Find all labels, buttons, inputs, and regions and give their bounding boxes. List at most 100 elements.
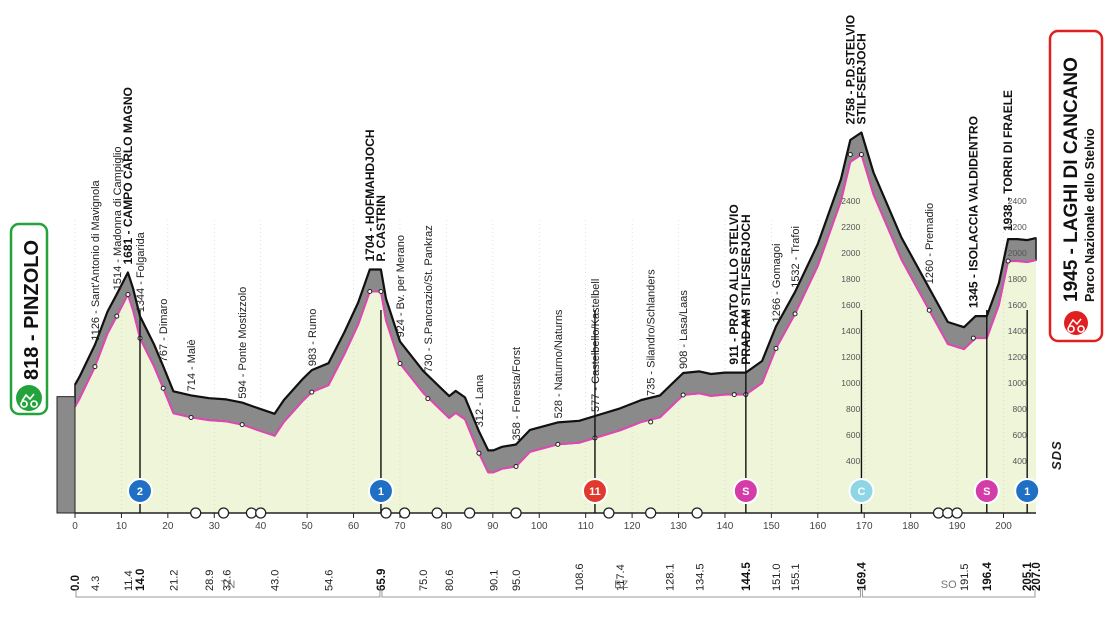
km-label: 151.0 <box>771 563 783 591</box>
km-label: 207.0 <box>1031 562 1043 591</box>
waypoint-dot <box>731 392 737 398</box>
tunnel-icon <box>398 507 411 519</box>
axis-tick-label: 30 <box>209 521 221 532</box>
waypoint-dot <box>792 311 798 317</box>
brand-logo: SDS <box>1049 440 1064 470</box>
altitude-tick: 2400 <box>841 196 860 206</box>
waypoint-dot <box>309 389 315 395</box>
altitude-tick: 2400 <box>1008 196 1027 206</box>
waypoint-label: 1532 - Trafoi <box>790 226 802 288</box>
altitude-tick: 1000 <box>841 378 860 388</box>
marker-badge <box>1014 478 1041 504</box>
axis-tick-label: 130 <box>670 521 687 532</box>
altitude-tick: 800 <box>846 404 860 414</box>
waypoint-dot <box>125 291 131 297</box>
altitude-tick: 2000 <box>841 248 860 258</box>
tunnel-icon <box>431 507 443 519</box>
waypoint-dot <box>773 345 779 351</box>
altitude-tick: 1800 <box>1008 274 1027 284</box>
waypoint-label: 983 - Rumo <box>307 309 319 366</box>
altitude-tick: 1400 <box>841 326 860 336</box>
waypoint-label: PRAD AM STILFSERJOCH <box>739 214 753 364</box>
km-label: 134.5 <box>694 563 706 591</box>
waypoint-dot <box>160 385 166 391</box>
altitude-tick: 600 <box>1013 430 1027 440</box>
axis-tick-label: 20 <box>162 521 174 532</box>
tunnel-icon <box>932 507 945 519</box>
waypoint-label: 1938 - TORRI DI FRAELE <box>1001 90 1015 231</box>
tunnel-icon <box>510 507 522 519</box>
waypoint-label: 1681 - CAMPO CARLO MAGNO <box>121 87 135 264</box>
altitude-tick: 1000 <box>1008 378 1027 388</box>
km-label: 205.1 <box>1022 562 1034 591</box>
waypoint-dot <box>188 414 194 420</box>
marker-label: S <box>742 486 749 498</box>
marker-badge <box>581 478 608 504</box>
waypoint-dot <box>92 364 98 370</box>
marker-label: 1 <box>1024 486 1030 498</box>
waypoint-dot <box>114 313 120 319</box>
start-title: 818 - PINZOLO <box>21 240 43 380</box>
profile-ridge <box>74 131 1037 452</box>
waypoint-label: 911 - PRATO ALLO STELVIO <box>727 204 741 364</box>
axis-tick-label: 160 <box>809 521 826 532</box>
axis-tick-label: 180 <box>902 521 919 532</box>
axis-tick-label: 100 <box>531 521 548 532</box>
km-label: 108.6 <box>574 563 586 591</box>
plot-background <box>75 154 1036 513</box>
axis-tick-label: 50 <box>302 521 314 532</box>
km-label: 196.4 <box>982 562 994 591</box>
region-bracket <box>861 589 1036 598</box>
waypoint-dot <box>378 288 384 294</box>
tunnel-icon <box>942 507 954 519</box>
region-brackets: TN BZ SO <box>75 579 1036 598</box>
tunnel-icon <box>463 507 476 519</box>
axis-tick-label: 40 <box>255 521 267 532</box>
axis-tick-label: 80 <box>441 521 453 532</box>
tunnel-icon <box>603 507 615 519</box>
tunnel-icon <box>691 507 703 519</box>
axis-tick-label: 200 <box>995 521 1012 532</box>
altitude-tick: 400 <box>846 456 860 466</box>
waypoint-label: 735 - Silandro/Schlanders <box>646 269 658 396</box>
plot-area <box>75 154 1036 513</box>
route-markers: 2 1 11 S C S 1 <box>126 310 1041 513</box>
km-label: 14.0 <box>135 569 147 591</box>
waypoint-dot <box>648 419 654 425</box>
altitude-tick: 2200 <box>841 222 860 232</box>
km-labels: 0.0 4.3 11.4 14.0 21.2 28.9 32.6 43.0 54.6 65.9 75… <box>70 562 1043 591</box>
distance-axis: 0 10 20 30 40 50 60 70 80 90 100 110 120 130 140 150 160… <box>72 507 1036 532</box>
region-bracket <box>381 589 861 598</box>
axis-tick-label: 140 <box>717 521 734 532</box>
marker-label: 11 <box>589 486 601 498</box>
axis-tick-label: 120 <box>624 521 641 532</box>
marker-label: C <box>857 486 865 498</box>
altitude-tick: 1400 <box>1008 326 1027 336</box>
waypoint-labels: 1126 - Sant'Antonio di Mavignola 1514 - M… <box>90 15 1015 469</box>
region-label: BZ <box>614 579 628 591</box>
km-label: 144.5 <box>741 562 753 591</box>
waypoint-dot <box>239 422 245 428</box>
km-label: 21.2 <box>168 570 180 591</box>
tunnel-icon <box>380 507 392 519</box>
marker-label: 2 <box>137 486 143 498</box>
finish-label: 1945 - LAGHI DI CANCANO Parco Nazionale … <box>1048 29 1104 343</box>
km-label: 43.0 <box>270 570 282 591</box>
altitude-tick: 2200 <box>1008 222 1027 232</box>
km-label: 32.6 <box>221 570 233 591</box>
waypoint-label: 312 - Lana <box>474 374 486 427</box>
waypoint-label: 1126 - Sant'Antonio di Mavignola <box>90 179 102 340</box>
waypoint-dot <box>847 151 853 157</box>
waypoint-label: 1344 - Folgarida <box>135 231 147 312</box>
waypoint-label: 594 - Ponte Mostizzolo <box>237 287 249 399</box>
waypoint-label: 1704 - HOFMAHDJOCH <box>363 129 377 261</box>
waypoint-label: P. CASTRIN <box>374 195 388 261</box>
waypoint-label: 908 - Lasa/Laas <box>678 290 690 369</box>
axis-tick-label: 0 <box>72 521 78 532</box>
region-label: SO <box>941 579 957 591</box>
waypoint-dot <box>397 361 403 366</box>
km-label: 155.1 <box>790 563 802 591</box>
km-label: 0.0 <box>70 575 82 591</box>
marker-label: 1 <box>378 486 384 498</box>
